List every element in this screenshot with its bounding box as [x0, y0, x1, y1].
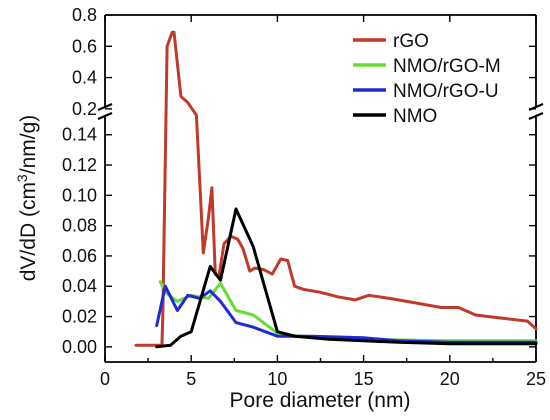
series-line-nmo	[155, 207, 538, 349]
y-tick-label: 0.06	[62, 246, 97, 266]
y-tick-label: 0.4	[72, 68, 97, 88]
series-line-nmo-rgo-u	[155, 284, 538, 344]
y-axis-label-main: dV/dD (cm	[17, 182, 40, 281]
y-tick-label: 0.10	[62, 185, 97, 205]
y-tick-label: 0.8	[72, 5, 97, 25]
y-tick-label: 0.04	[62, 276, 97, 296]
axis-break-right	[528, 102, 544, 121]
legend: rGO NMO/rGO-M NMO/rGO-U NMO	[353, 31, 501, 127]
y-axis-label-unit: /nm/g)	[17, 115, 40, 175]
x-axis-label: Pore diameter (nm)	[230, 389, 411, 412]
y-tick-label: 0.02	[62, 307, 97, 327]
y-tick-label: 0.12	[62, 155, 97, 175]
y-tick-label: 0.08	[62, 216, 97, 236]
x-tick-label: 25	[526, 369, 546, 389]
x-tick-label: 15	[354, 369, 374, 389]
x-tick-label: 10	[267, 369, 287, 389]
series-layer	[134, 30, 538, 349]
x-tick-label: 0	[100, 369, 110, 389]
y-axis-label-superscript: 3	[14, 174, 30, 182]
legend-label-nmo-rgo-u: NMO/rGO-U	[393, 81, 499, 102]
y-axis-label: dV/dD (cm3/nm/g)	[14, 115, 40, 282]
legend-label-nmo-rgo-m: NMO/rGO-M	[393, 56, 501, 77]
axis-break-left	[97, 102, 113, 121]
legend-label-rgo: rGO	[393, 31, 429, 52]
legend-label-nmo: NMO	[393, 106, 437, 127]
x-tick-label: 20	[440, 369, 460, 389]
x-tick-label: 5	[186, 369, 196, 389]
series-line-nmo-rgo-m	[158, 280, 538, 343]
y-tick-label: 0.6	[72, 36, 97, 56]
axes-layer: 0 5 10 15 20 25 0.00 0.02 0.04 0.06 0.08 0.10 0.12 0.…	[62, 5, 546, 389]
y-tick-label: 0.00	[62, 337, 97, 357]
series-line-rgo	[134, 30, 538, 347]
y-tick-label: 0.2	[72, 99, 97, 119]
y-tick-label: 0.14	[62, 125, 97, 145]
